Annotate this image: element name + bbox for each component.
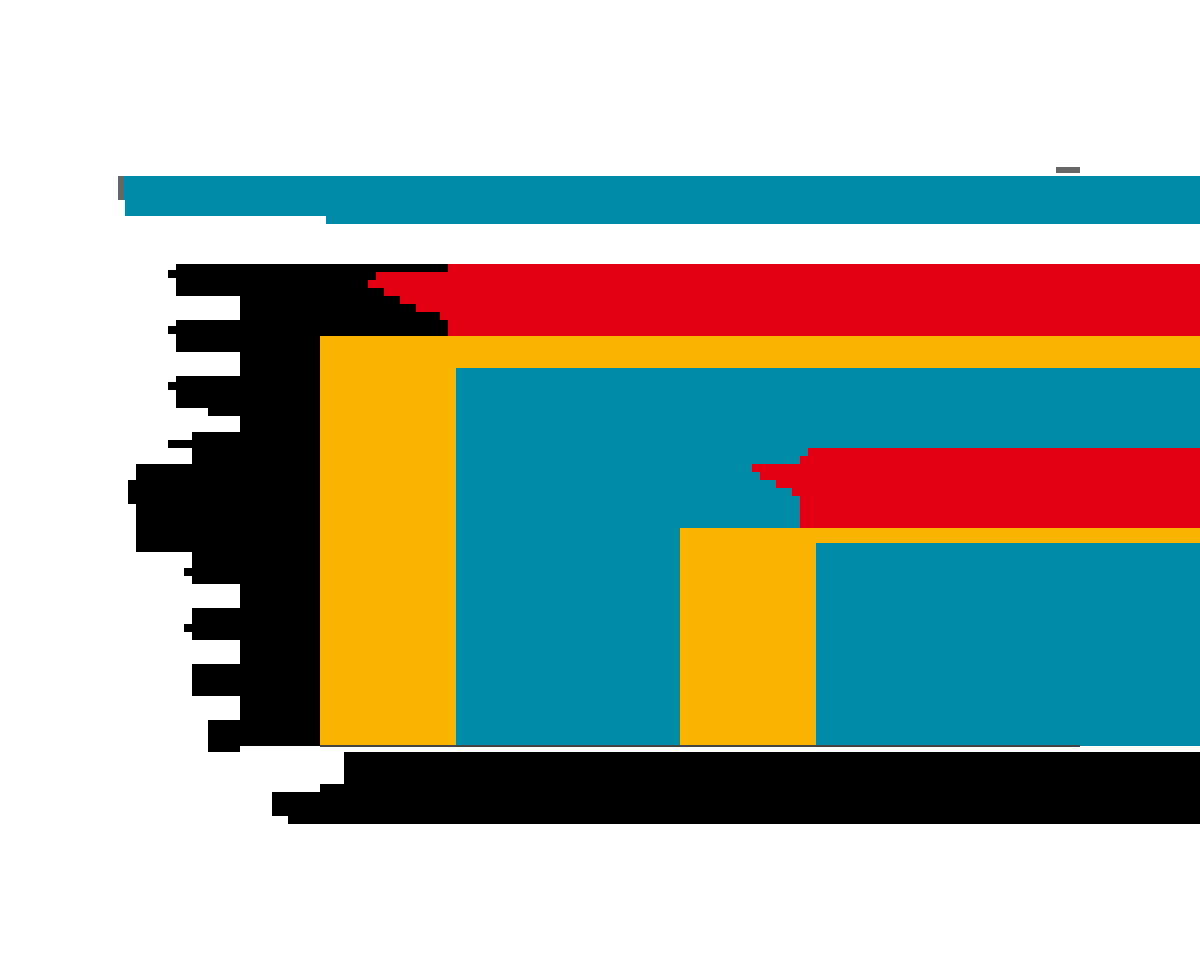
arrow-upper-tip [440, 312, 448, 320]
y-tick-label [208, 408, 240, 416]
y-axis-title-block [136, 464, 240, 552]
x-axis-labels [272, 792, 1200, 816]
arrow-upper-tip [368, 280, 448, 288]
bar-series-a-group-2 [680, 528, 1200, 544]
y-tick-label [192, 664, 240, 696]
y-axis-column [240, 264, 320, 746]
arrow-lower-tip [760, 472, 800, 480]
y-tick-label [192, 608, 240, 640]
chart-title-band-tail [326, 216, 1200, 224]
arrow-lower-tip [776, 480, 800, 488]
bar-series-a-group-1 [320, 336, 1200, 368]
y-tick-label [168, 382, 178, 390]
arrow-lower-tip [752, 464, 800, 472]
arrow-upper-tip [416, 304, 448, 312]
arrow-lower-tip [792, 488, 800, 496]
arrow-lower-tip [826, 504, 850, 528]
arrow-upper [448, 264, 1200, 344]
x-axis-labels [344, 752, 1200, 784]
y-tick-label [176, 320, 240, 352]
arrow-upper-tip [400, 296, 448, 304]
title-left-edge [118, 176, 124, 200]
title-marker [1056, 167, 1080, 173]
arrow-lower [808, 448, 1200, 528]
y-tick-label [184, 568, 194, 576]
bar-series-a-group-2-body [680, 544, 816, 746]
y-tick-label [208, 720, 240, 752]
bar-series-b-group-2 [816, 543, 1200, 746]
x-axis-labels [288, 816, 1200, 824]
arrow-upper-tip [376, 272, 448, 282]
chart-title-band [118, 176, 1200, 200]
x-axis-baseline [320, 745, 1080, 747]
x-axis-labels [320, 784, 1200, 792]
y-axis-title-block [128, 480, 140, 504]
bar-series-a-group-1-body [320, 368, 456, 746]
y-tick-label [168, 270, 178, 278]
y-tick-label [192, 552, 240, 584]
y-tick-label [192, 432, 240, 464]
arrow-upper-tip [384, 288, 448, 296]
chart-title-band-lower [125, 200, 1200, 216]
y-tick-label [168, 326, 178, 334]
y-tick-label [184, 624, 194, 632]
y-tick-label [176, 376, 240, 408]
y-tick-label [168, 440, 192, 448]
arrow-lower-tip [800, 456, 808, 528]
